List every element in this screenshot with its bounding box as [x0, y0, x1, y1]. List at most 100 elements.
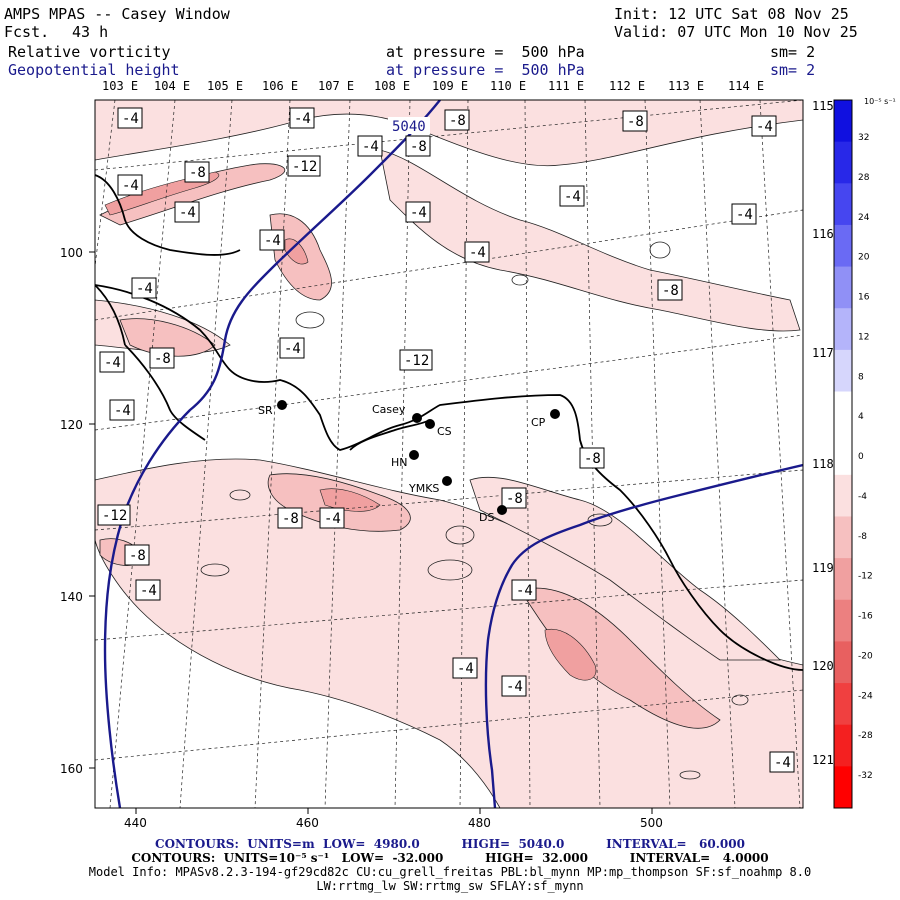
station-cp-marker: [550, 409, 560, 419]
vorticity-label: -4: [114, 403, 131, 419]
vorticity-label-box: [731, 203, 757, 225]
vorticity-label-box: [259, 229, 285, 251]
colorbar-tick-label: 8: [858, 372, 864, 382]
vorticity-label-box: [501, 487, 527, 509]
vorticity-label-box: [319, 507, 345, 529]
vorticity-label: -4: [457, 661, 474, 677]
footer-vorticity-contours: CONTOURS: UNITS=10⁻⁵ s⁻¹ LOW= -32.000 HI…: [131, 851, 769, 865]
colorbar-swatch: [834, 349, 852, 393]
coastline: [95, 174, 803, 671]
vorticity-label-box: [579, 447, 605, 469]
vorticity-label: -8: [410, 139, 427, 155]
colorbar-swatch: [834, 433, 852, 476]
station-hn-marker: [409, 450, 419, 460]
colorbar-tick-label: 0: [858, 452, 864, 462]
station-cs-marker: [425, 419, 435, 429]
vorticity-label-box: [444, 109, 470, 131]
vorticity-label-box: [131, 277, 157, 299]
vorticity-label: -4: [284, 341, 301, 357]
colorbar-swatch: [834, 224, 852, 268]
vorticity-label-box: [511, 579, 537, 601]
field1-level: at pressure = 500 hPa: [386, 43, 585, 61]
colorbar-swatch: [834, 558, 852, 601]
forecast-label: Fcst.: [4, 23, 50, 41]
x-tick-label: 480: [468, 816, 491, 830]
map-title: AMPS MPAS -- Casey Window: [4, 5, 230, 23]
vorticity-label-box: [149, 347, 175, 369]
vorticity-label: -4: [324, 511, 341, 527]
colorbar-tick-label: 28: [858, 173, 870, 183]
colorbar-swatch: [834, 474, 852, 517]
vorticity-label: -4: [410, 205, 427, 221]
y-tick-label: 100: [60, 246, 83, 260]
colorbar-tick-label: -20: [858, 651, 873, 661]
footer-height-contours: CONTOURS: UNITS=m LOW= 4980.0 HIGH= 5040…: [155, 837, 745, 851]
vorticity-label-box: [405, 201, 431, 223]
colorbar-swatch: [834, 641, 852, 684]
colorbar-tick-label: -24: [858, 691, 873, 701]
lon-label-top: 107 E: [318, 79, 354, 93]
lon-label-top: 104 E: [154, 79, 190, 93]
colorbar-unit: 10⁻⁵ s⁻¹: [864, 97, 896, 106]
station-ymks-label: YMKS: [408, 482, 439, 495]
vorticity-label-box: [184, 161, 210, 183]
colorbar-swatch: [834, 599, 852, 642]
station-casey-marker: [412, 413, 422, 423]
colorbar-swatch: [834, 100, 852, 143]
vorticity-label: -8: [627, 114, 644, 130]
vorticity-label: -4: [264, 233, 281, 249]
colorbar-swatch: [834, 266, 852, 309]
vorticity-label: -8: [662, 283, 679, 299]
vorticity-label-box: [751, 115, 777, 137]
field2-smoothing: sm= 2: [770, 61, 816, 79]
vorticity-label: -4: [122, 111, 139, 127]
vorticity-label: -4: [362, 139, 379, 155]
lon-label-top: 112 E: [609, 79, 645, 93]
vorticity-label-box: [124, 544, 150, 566]
station-sr-label: SR: [258, 404, 273, 417]
vorticity-label: -12: [102, 508, 127, 524]
colorbar-frame: [833, 99, 853, 809]
vorticity-label: -8: [129, 548, 146, 564]
colorbar-tick-label: 32: [858, 133, 869, 143]
vorticity-label-box: [357, 135, 383, 157]
vorticity-shading-medium: [99, 163, 721, 729]
station-ds-label: DS: [479, 511, 494, 524]
vorticity-label-box: [287, 155, 321, 177]
vorticity-label-box: [452, 657, 478, 679]
vorticity-label: -4: [122, 178, 139, 194]
x-tick-label: 500: [640, 816, 663, 830]
vorticity-label: -4: [104, 355, 121, 371]
vorticity-label: -4: [294, 111, 311, 127]
colorbar-tick-label: 12: [858, 332, 869, 342]
colorbar-tick-label: -8: [858, 532, 867, 542]
x-axis-ticks: 440 460 480 500: [124, 808, 663, 830]
colorbar: 32 28 24 20 16 12 8 4 0 -4 -8 -12 -16 -20 -24 -28 -32: [833, 99, 873, 809]
y-tick-label: 120: [60, 418, 83, 432]
station-sr-marker: [277, 400, 287, 410]
vorticity-label: -4: [516, 583, 533, 599]
vorticity-label: -4: [736, 207, 753, 223]
footer-physics-info: LW:rrtmg_lw SW:rrtmg_sw SFLAY:sf_mynn: [316, 879, 584, 893]
y-axis-ticks: 100 120 140 160: [60, 246, 95, 776]
station-ymks-marker: [442, 476, 452, 486]
station-casey-label: Casey: [372, 403, 406, 416]
vorticity-label: -12: [292, 159, 317, 175]
vorticity-label: -12: [404, 353, 429, 369]
lon-label-top: 114 E: [728, 79, 764, 93]
lonlat-grid: [95, 100, 803, 808]
vorticity-label-box: [117, 107, 143, 129]
vorticity-label-box: [559, 185, 585, 207]
geopotential-contours: [103, 100, 803, 808]
vorticity-label: -8: [154, 351, 171, 367]
vorticity-label-box: [174, 201, 200, 223]
vorticity-label: -4: [506, 679, 523, 695]
vorticity-label: -4: [179, 205, 196, 221]
vorticity-label-box: [279, 337, 305, 359]
vorticity-labels: -4 -4 -8 -8 -4 -8 -4 -12 -8 -4 -4 -4 -8 -4 -4 -4 -4 -8 -4 -…: [97, 107, 795, 773]
vorticity-label-box: [399, 349, 433, 371]
y-tick-label: 160: [60, 762, 83, 776]
colorbar-tick-label: -4: [858, 492, 867, 502]
